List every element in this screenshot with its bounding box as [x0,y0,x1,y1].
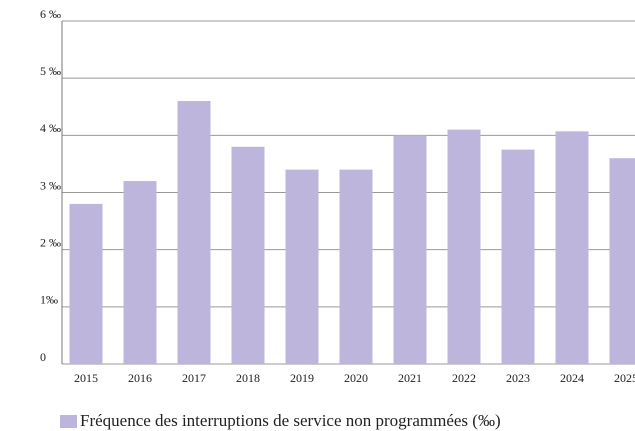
legend-swatch [60,415,77,428]
bar [609,158,635,364]
bar [501,149,535,364]
bar [393,135,427,364]
y-tick-label: 1‰ [40,293,58,307]
bar [339,169,373,364]
y-tick-label: 3 ‰ [40,178,61,192]
bar [123,181,157,364]
bar [231,146,265,364]
bar [447,129,481,364]
x-tick-label: 2021 [398,371,422,385]
x-tick-label: 2022 [452,371,476,385]
bar [555,131,589,364]
x-tick-label: 2015 [74,371,98,385]
bar [177,101,211,365]
y-tick-label: 5 ‰ [40,64,61,78]
legend-label: Fréquence des interruptions de service n… [80,411,501,430]
x-tick-label: 2018 [236,371,260,385]
x-tick-label: 2020 [344,371,368,385]
y-tick-label: 2 ‰ [40,235,61,249]
x-tick-label: 2023 [506,371,530,385]
x-tick-label: 2025 [614,371,635,385]
y-tick-label: 4 ‰ [40,121,61,135]
x-tick-label: 2019 [290,371,314,385]
x-tick-label: 2024 [560,371,584,385]
y-tick-label: 0 [40,350,46,364]
x-tick-label: 2016 [128,371,152,385]
x-tick-label: 2017 [182,371,206,385]
bar [285,169,319,364]
bar [69,203,103,364]
y-tick-label: 6 ‰ [40,7,61,21]
